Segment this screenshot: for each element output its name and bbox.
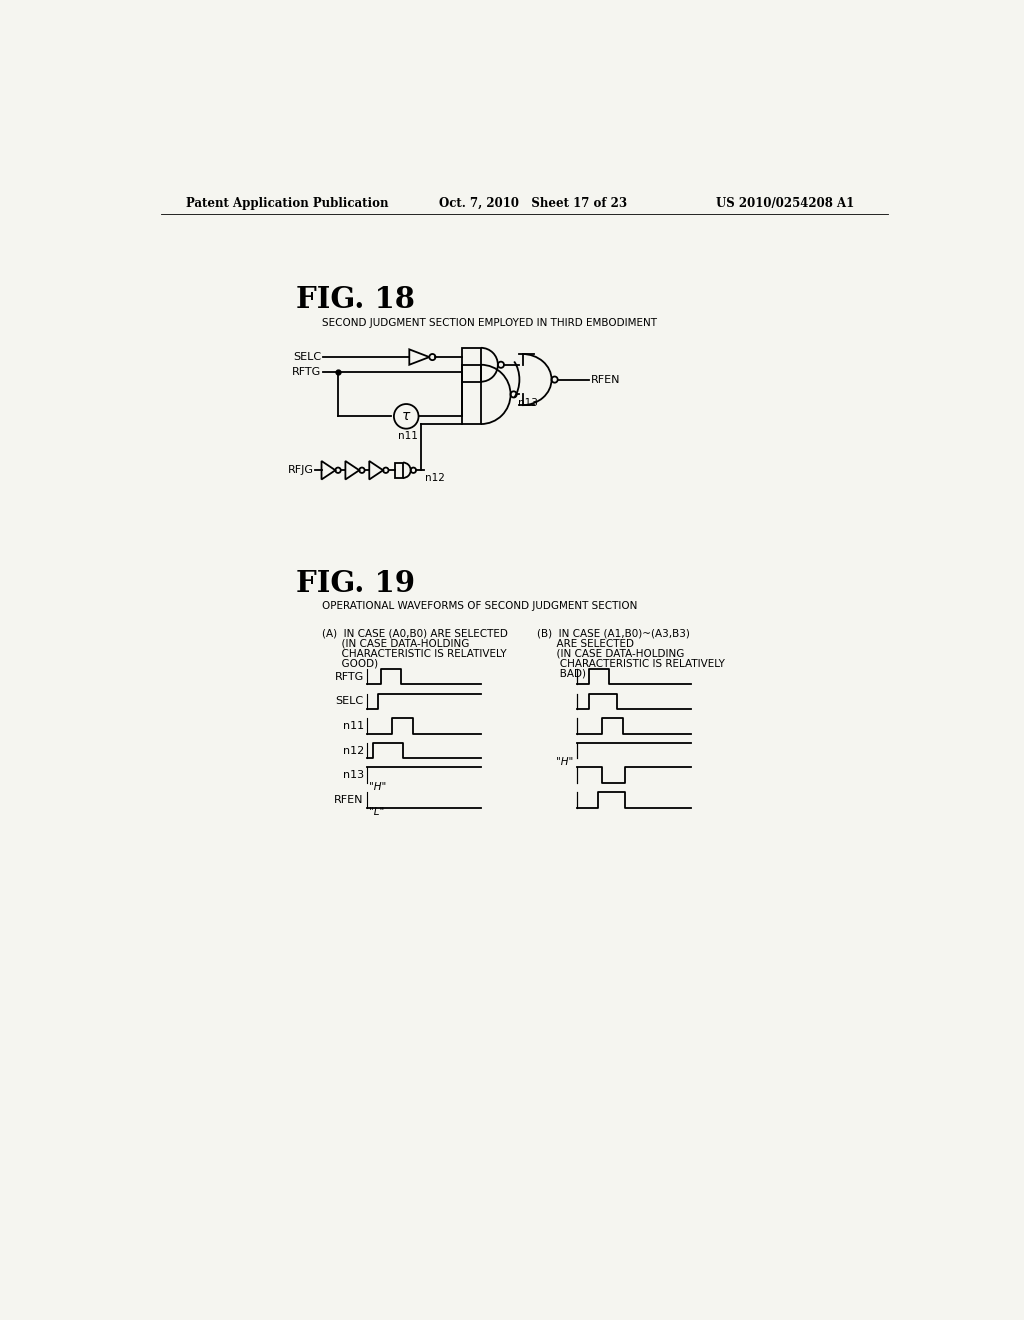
Text: "L": "L" — [370, 807, 384, 817]
Text: n11: n11 — [343, 721, 364, 731]
Text: RFEN: RFEN — [335, 795, 364, 805]
Text: BAD): BAD) — [538, 669, 586, 678]
Text: (IN CASE DATA-HOLDING: (IN CASE DATA-HOLDING — [322, 639, 469, 649]
Text: $\tau$: $\tau$ — [401, 409, 412, 424]
Text: CHARACTERISTIC IS RELATIVELY: CHARACTERISTIC IS RELATIVELY — [322, 649, 506, 659]
Text: "H": "H" — [370, 781, 386, 792]
Text: Patent Application Publication: Patent Application Publication — [186, 197, 388, 210]
Text: US 2010/0254208 A1: US 2010/0254208 A1 — [716, 197, 854, 210]
Text: CHARACTERISTIC IS RELATIVELY: CHARACTERISTIC IS RELATIVELY — [538, 659, 725, 669]
Bar — [394, 462, 403, 478]
Text: RFTG: RFTG — [335, 672, 364, 681]
Text: RFEN: RFEN — [591, 375, 621, 384]
Text: GOOD): GOOD) — [322, 659, 378, 669]
Text: (B)  IN CASE (A1,B0)~(A3,B3): (B) IN CASE (A1,B0)~(A3,B3) — [538, 628, 690, 639]
Text: ARE SELECTED: ARE SELECTED — [538, 639, 634, 649]
Text: n11: n11 — [397, 430, 418, 441]
Text: SELC: SELC — [336, 696, 364, 706]
Text: RFTG: RFTG — [292, 367, 322, 378]
Text: OPERATIONAL WAVEFORMS OF SECOND JUDGMENT SECTION: OPERATIONAL WAVEFORMS OF SECOND JUDGMENT… — [322, 601, 637, 611]
Text: "H": "H" — [556, 758, 572, 767]
Text: Oct. 7, 2010   Sheet 17 of 23: Oct. 7, 2010 Sheet 17 of 23 — [438, 197, 627, 210]
Text: n13: n13 — [518, 399, 539, 408]
Text: n12: n12 — [425, 474, 445, 483]
Text: (A)  IN CASE (A0,B0) ARE SELECTED: (A) IN CASE (A0,B0) ARE SELECTED — [322, 628, 508, 639]
Bar — [462, 348, 481, 381]
Bar — [462, 364, 481, 424]
Text: SELC: SELC — [294, 352, 322, 362]
Text: n13: n13 — [343, 770, 364, 780]
Text: FIG. 19: FIG. 19 — [296, 569, 416, 598]
Text: RFJG: RFJG — [288, 465, 313, 475]
Text: SECOND JUDGMENT SECTION EMPLOYED IN THIRD EMBODIMENT: SECOND JUDGMENT SECTION EMPLOYED IN THIR… — [322, 318, 656, 327]
Text: FIG. 18: FIG. 18 — [296, 285, 415, 314]
Text: (IN CASE DATA-HOLDING: (IN CASE DATA-HOLDING — [538, 649, 684, 659]
Text: n12: n12 — [343, 746, 364, 755]
